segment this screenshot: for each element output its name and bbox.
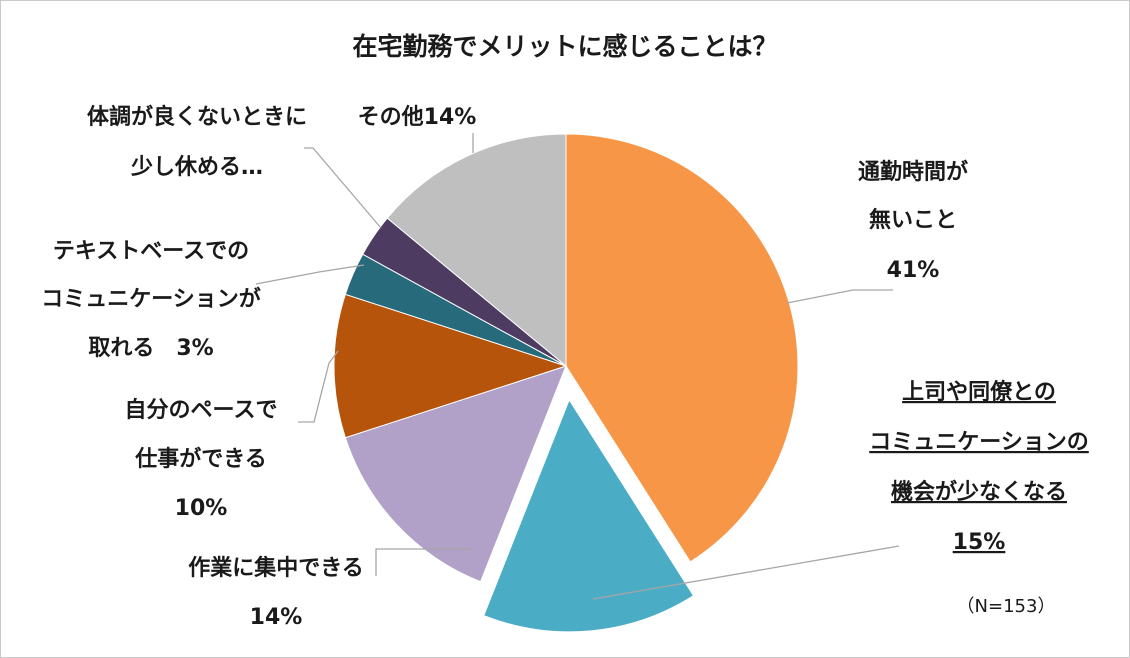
slice-label-rest-when-sick: 体調が良くないときに — [87, 104, 307, 130]
slice-label-text-based: テキストベースでの — [53, 239, 249, 264]
slice-label-text-based: 取れる 3% — [88, 336, 213, 361]
slice-label-focus: 作業に集中できる — [188, 555, 364, 581]
slice-label-commute: 無いこと — [869, 207, 957, 233]
leader-line-commute — [786, 289, 893, 304]
pie-slice-commute — [565, 133, 799, 563]
slice-label-own-pace: 仕事ができる — [134, 446, 267, 472]
leader-line-focus — [375, 548, 471, 576]
slice-label-other: その他14% — [358, 105, 477, 130]
slice-percent-focus: 14% — [250, 605, 303, 630]
slice-label-own-pace: 自分のペースで — [125, 397, 278, 423]
slice-percent-own-pace: 10% — [175, 496, 228, 521]
slice-percent-communication-less: 15% — [953, 530, 1006, 555]
slice-label-rest-when-sick: 少し休める… — [130, 155, 263, 180]
pie-slice-other — [386, 133, 567, 368]
slice-label-communication-less: コミュニケーションの — [869, 430, 1089, 455]
sample-size-note: （N=153） — [957, 596, 1056, 617]
leader-line-text-based — [255, 264, 365, 285]
pie-slices — [333, 133, 799, 633]
leader-line-rest-when-sick — [304, 147, 382, 229]
leader-line-communication-less — [592, 545, 900, 600]
pie-slice-communication-less — [483, 398, 695, 633]
chart-title: 在宅勤務でメリットに感じることは？ — [352, 32, 777, 61]
leader-lines — [255, 133, 900, 600]
slice-label-commute: 通勤時間が — [858, 159, 968, 185]
leader-line-own-pace — [298, 350, 339, 423]
slice-label-communication-less: 機会が少なくなる — [891, 479, 1067, 505]
slice-label-text-based: コミュニケーションが — [41, 286, 261, 312]
pie-slice-own-pace — [333, 293, 568, 439]
slice-percent-commute: 41% — [887, 258, 940, 283]
slice-label-communication-less: 上司や同僚との — [902, 379, 1056, 405]
